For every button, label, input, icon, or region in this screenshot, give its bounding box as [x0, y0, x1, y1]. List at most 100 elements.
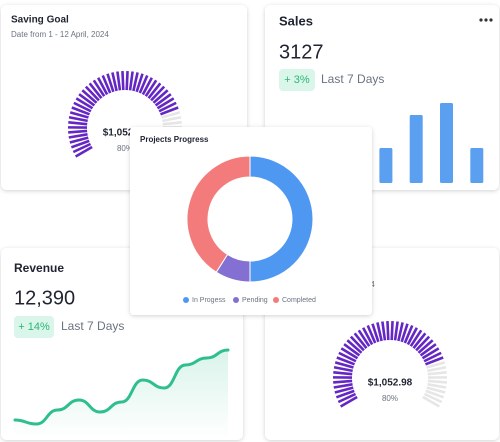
line-area	[15, 350, 228, 439]
gauge-tick-on	[132, 72, 139, 92]
gauge-tick-on	[68, 121, 88, 126]
card-title: Saving Goal	[11, 15, 69, 26]
gauge-tick-on	[403, 325, 414, 344]
donut-segment	[249, 155, 314, 283]
card-value: 3127	[279, 41, 324, 63]
gauge-tick-on	[74, 145, 93, 158]
gauge-tick-on	[406, 327, 418, 346]
gauge-tick-on	[336, 356, 356, 366]
gauge-tick-on	[97, 77, 109, 96]
legend-label[interactable]: Completed	[282, 297, 316, 304]
gauge-tick-on	[334, 386, 354, 394]
gauge-tick-on	[417, 339, 434, 354]
popup-bg	[130, 127, 372, 315]
gauge-tick-on	[362, 327, 374, 346]
gauge-tick-on	[412, 332, 427, 349]
gauge-tick-on	[150, 85, 166, 102]
gauge-tick-off	[422, 395, 441, 408]
gauge-tick-off	[427, 365, 447, 373]
gauge-tick-on	[125, 70, 129, 91]
gauge-tick-on	[393, 321, 399, 341]
gauge-tick-on	[415, 335, 431, 352]
bar	[409, 115, 423, 183]
gauge-tick-on	[72, 142, 92, 154]
gauge-tick-on	[152, 89, 169, 104]
gauge-tick-on	[409, 329, 423, 347]
bar	[470, 148, 484, 183]
line	[13, 348, 230, 426]
change-text: + 14%	[18, 321, 50, 333]
gauge-tick-on	[333, 379, 353, 384]
gauge-tick-on	[156, 97, 175, 110]
gauge-tick-on	[333, 383, 353, 389]
gauge-tick-on	[73, 101, 92, 113]
gauge-tick-on	[135, 73, 144, 93]
gauge-tick-on	[334, 361, 354, 369]
gauge-tick-on	[69, 136, 89, 144]
gauge-tick-on	[335, 389, 355, 399]
gauge-tick-on	[158, 101, 177, 113]
gauge-tick-on	[81, 89, 98, 104]
gauge-tick-on	[70, 139, 90, 149]
gauge-tick-on	[424, 356, 444, 366]
change-badge	[279, 69, 315, 91]
card-subtitle: Date from 1 - 12 April, 2024	[11, 30, 109, 39]
card-value: 12,390	[14, 287, 75, 309]
gauge-tick-off	[426, 386, 446, 394]
gauge-tick-on	[141, 77, 153, 96]
donut-segment	[186, 155, 251, 273]
gauge-tick-on	[128, 71, 134, 91]
gauge-tick-on	[154, 93, 172, 107]
gauge-tick-on	[337, 392, 357, 404]
gauge-tick-on	[84, 85, 100, 102]
gauge-tick-on	[116, 71, 122, 91]
gauge-percent: 80%	[382, 394, 398, 403]
gauge-tick-on	[68, 133, 88, 139]
gauge-tick-on	[333, 371, 353, 376]
gauge-tick-off	[423, 392, 443, 404]
gauge-tick-on	[111, 72, 118, 92]
gauge-tick-on	[421, 347, 440, 360]
legend-label[interactable]: In Progess	[192, 297, 226, 304]
gauge-tick-on	[371, 323, 380, 343]
gauge-tick-on	[159, 106, 179, 116]
gauge-amount: $1,052.98	[103, 128, 148, 139]
gauge-tick-on	[423, 351, 442, 363]
projects-progress-popup: Projects Progress In Progess Pending Compl…	[130, 127, 372, 315]
gauge-tick-on	[144, 79, 158, 97]
card-title: Sales	[279, 13, 313, 28]
legend-dot	[273, 297, 279, 303]
gauge-tick-on	[366, 325, 377, 344]
card-title: Revenue	[14, 261, 64, 275]
gauge-tick-on	[400, 323, 409, 343]
gauge-fill	[332, 320, 448, 408]
gauge-tick-off	[427, 371, 447, 376]
gauge-tick-on	[78, 93, 96, 107]
gauge-tick-on	[106, 73, 115, 93]
gauge-tick-on	[338, 351, 357, 363]
legend-dot	[233, 297, 239, 303]
gauge-tick-on	[68, 115, 88, 123]
gauge-tick-on	[71, 106, 91, 116]
gauge-tick-on	[357, 329, 371, 347]
gauge-tick-on	[121, 70, 125, 91]
period-text: Last 7 Days	[321, 72, 384, 86]
gauge-tick-off	[427, 379, 447, 384]
gauge-tick-on	[75, 97, 94, 110]
legend-label[interactable]: Pending	[242, 297, 268, 304]
more-menu[interactable]	[479, 18, 493, 22]
gauge-tick-on	[340, 347, 359, 360]
gauge-tick-on	[88, 82, 103, 99]
gauge-tick-on	[386, 320, 390, 341]
gauge-tick-on	[339, 395, 358, 408]
gauge-tick-on	[353, 332, 368, 349]
gauge-amount: $1,052.98	[368, 378, 413, 389]
gauge-tick-on	[397, 322, 404, 342]
gauge-tick-on	[419, 343, 437, 357]
gauge-tick-on	[346, 339, 363, 354]
gauge-tick-off	[425, 389, 445, 399]
gauge-tick-off	[427, 383, 447, 389]
gauge-tick-off	[426, 361, 446, 369]
gauge-percent: 80%	[117, 144, 133, 153]
